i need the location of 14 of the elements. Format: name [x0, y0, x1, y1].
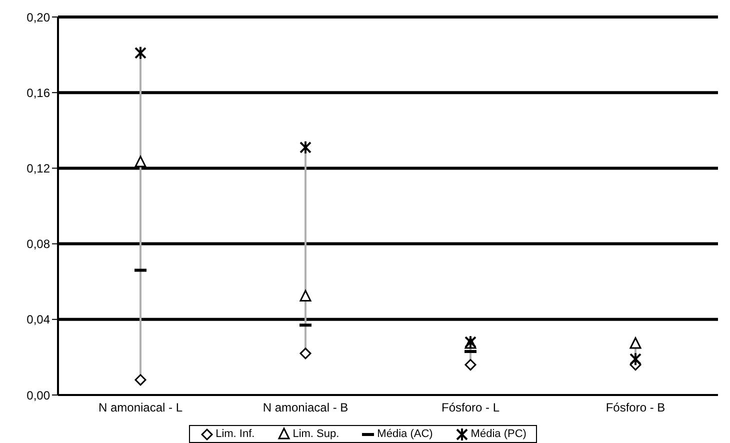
legend-label: Média (AC)	[376, 427, 433, 441]
y-tick-label: 0,08	[26, 237, 50, 252]
legend-label: Lim. Sup.	[292, 427, 340, 441]
x-tick-label: Fósforo - B	[606, 400, 666, 415]
legend-label: Média (PC)	[470, 427, 526, 441]
y-tick-label: 0,12	[26, 161, 50, 176]
y-tick-label: 0,04	[26, 312, 50, 327]
y-tick-label: 0,20	[26, 10, 50, 24]
y-tick-label: 0,16	[26, 86, 50, 100]
x-tick-label: Fósforo - L	[441, 400, 500, 415]
x-tick-label: N amoniacal - L	[98, 400, 183, 415]
x-tick-label: N amoniacal - B	[262, 400, 348, 415]
legend-label: Lim. Inf.	[214, 427, 255, 441]
y-tick-label: 0,00	[26, 388, 50, 402]
